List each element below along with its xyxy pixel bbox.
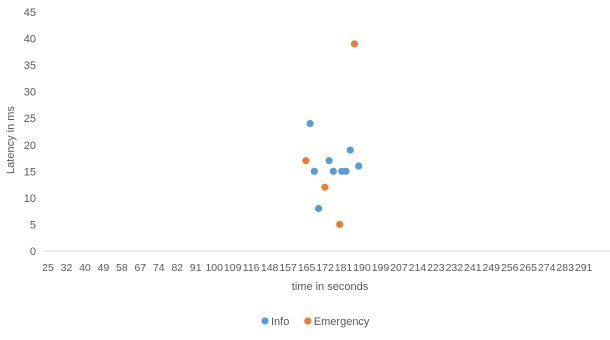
x-tick-label: 82 xyxy=(171,262,183,274)
y-tick-label: 35 xyxy=(24,60,36,72)
x-tick-label: 40 xyxy=(79,262,91,274)
data-points xyxy=(302,40,363,229)
x-tick-label: 172 xyxy=(316,262,334,274)
x-tick-label: 100 xyxy=(205,262,223,274)
y-tick-label: 15 xyxy=(24,166,36,178)
data-point-emergency xyxy=(336,220,344,229)
data-point-info xyxy=(342,167,350,175)
legend-marker-emergency xyxy=(304,317,312,325)
data-point-info xyxy=(310,167,318,175)
legend: Info Emergency xyxy=(261,316,370,328)
x-axis-title: time in seconds xyxy=(292,281,369,293)
x-tick-label: 249 xyxy=(483,262,501,274)
x-tick-label: 265 xyxy=(519,262,537,274)
x-tick-label: 223 xyxy=(427,262,445,274)
y-tick-label: 40 xyxy=(24,34,36,46)
legend-label-info: Info xyxy=(271,316,289,328)
x-tick-label: 148 xyxy=(261,262,279,274)
x-tick-label: 165 xyxy=(298,262,316,274)
x-axis-ticks: 25 32 40 49 58 67 74 82 91 100 109 116 148 157 165 172 1… xyxy=(42,262,592,274)
x-tick-label: 214 xyxy=(409,262,427,274)
x-tick-label: 256 xyxy=(501,262,519,274)
data-point-emergency xyxy=(350,40,359,48)
data-point-info xyxy=(346,146,354,154)
y-axis-ticks: 0 5 10 15 20 25 30 35 40 45 xyxy=(24,7,36,258)
y-tick-label: 45 xyxy=(24,7,36,19)
y-axis-title: Latency in ms xyxy=(5,106,17,174)
x-tick-label: 58 xyxy=(116,262,128,274)
data-point-info xyxy=(325,157,333,165)
x-tick-label: 49 xyxy=(98,262,110,274)
x-tick-label: 116 xyxy=(243,262,260,274)
data-point-emergency xyxy=(321,183,329,191)
x-tick-label: 157 xyxy=(279,262,297,274)
x-tick-label: 32 xyxy=(61,262,73,274)
data-point-info xyxy=(314,204,323,213)
x-tick-label: 283 xyxy=(556,262,574,274)
y-tick-label: 25 xyxy=(24,113,36,125)
x-tick-label: 25 xyxy=(42,262,54,274)
y-tick-label: 10 xyxy=(24,193,36,205)
legend-marker-info xyxy=(261,317,269,325)
x-tick-label: 207 xyxy=(390,262,408,274)
x-tick-label: 67 xyxy=(135,262,147,274)
x-tick-label: 190 xyxy=(353,262,371,274)
x-tick-label: 291 xyxy=(575,262,593,274)
legend-label-emergency: Emergency xyxy=(314,316,370,328)
y-tick-label: 5 xyxy=(30,219,36,231)
x-tick-label: 91 xyxy=(190,262,202,274)
data-point-info xyxy=(306,119,314,128)
x-tick-label: 181 xyxy=(335,262,353,274)
y-tick-label: 0 xyxy=(30,246,36,258)
y-tick-label: 20 xyxy=(24,140,36,152)
x-tick-label: 232 xyxy=(446,262,464,274)
data-point-info xyxy=(329,167,337,175)
x-tick-label: 241 xyxy=(464,262,482,274)
x-tick-label: 109 xyxy=(224,262,242,274)
data-point-emergency xyxy=(302,157,310,165)
y-tick-label: 30 xyxy=(24,87,36,99)
data-point-info xyxy=(355,162,363,170)
x-tick-label: 74 xyxy=(153,262,165,274)
x-tick-label: 199 xyxy=(372,262,390,274)
x-tick-label: 274 xyxy=(538,262,556,274)
